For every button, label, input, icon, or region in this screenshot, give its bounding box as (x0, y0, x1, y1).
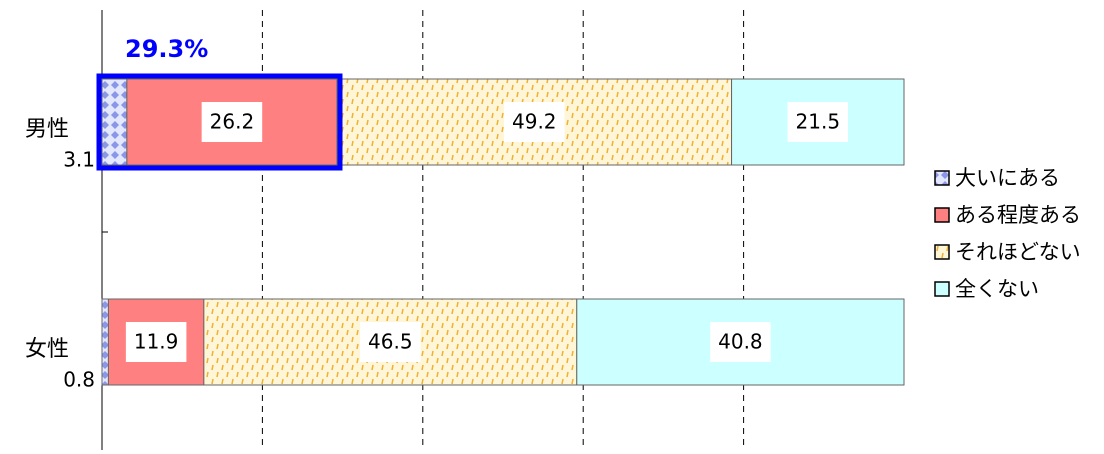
bar-segment (101, 298, 109, 386)
legend-swatch (934, 244, 950, 260)
value-label-bg (125, 322, 187, 362)
value-label-bg (504, 102, 565, 142)
legend-swatch (934, 281, 950, 297)
value-label-bg (360, 322, 421, 362)
value-label: 0.8 (63, 368, 95, 392)
value-label: 21.5 (796, 110, 841, 134)
value-label: 40.8 (718, 330, 763, 354)
legend-label: 全くない (955, 277, 1039, 301)
annotation: 29.3% (125, 35, 208, 63)
bar-segment (101, 78, 128, 166)
legend-label: 大いにある (955, 166, 1060, 190)
value-label-bg (201, 102, 263, 142)
value-label-bg (787, 102, 849, 142)
highlight-box (96, 73, 343, 171)
legend-label: それほどない (955, 240, 1081, 264)
value-label-bg (710, 322, 771, 362)
legend-swatch (934, 207, 950, 223)
bar-segment (576, 298, 905, 386)
value-label: 11.9 (134, 330, 179, 354)
value-label: 26.2 (210, 110, 255, 134)
value-label: 3.1 (63, 148, 95, 172)
value-label: 46.5 (368, 330, 413, 354)
category-label: 女性 (25, 337, 69, 362)
legend-swatch (934, 170, 950, 186)
category-label: 男性 (25, 117, 69, 142)
value-label: 49.2 (512, 110, 557, 134)
legend-label: ある程度ある (955, 203, 1081, 227)
